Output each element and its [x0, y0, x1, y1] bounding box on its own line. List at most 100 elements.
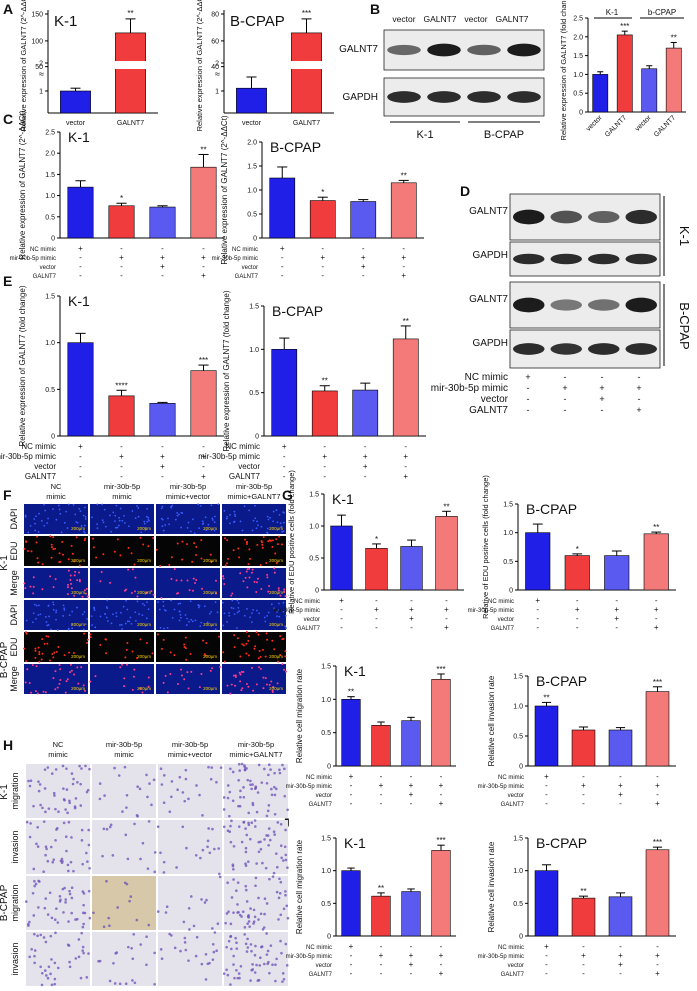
- stained-cell: [284, 853, 288, 857]
- edu-cell: [204, 654, 207, 657]
- scale-bar-label: 200μm: [137, 526, 151, 531]
- micro-col-label: mimic+vector: [168, 750, 213, 759]
- stained-cell: [69, 860, 73, 864]
- edu-image: [222, 632, 286, 662]
- stained-cell: [280, 856, 283, 860]
- edu-cell: [41, 563, 44, 566]
- edu-cell: [260, 540, 263, 543]
- transwell-image: [92, 820, 156, 874]
- merge-cell: [83, 689, 86, 692]
- stained-cell: [256, 791, 260, 794]
- nucleus: [84, 518, 87, 520]
- treatment-sign: +: [599, 394, 604, 404]
- treatment-sign: +: [444, 605, 449, 614]
- stained-cell: [53, 918, 57, 922]
- stained-cell: [40, 983, 44, 987]
- stained-cell: [170, 934, 173, 937]
- treatment-sign: -: [564, 372, 567, 382]
- y-tick-label: 2.0: [247, 140, 257, 147]
- y-tick-label: 0.5: [513, 901, 523, 908]
- treatment-sign: +: [379, 781, 384, 790]
- stained-cell: [222, 808, 226, 811]
- merge-cell: [186, 671, 189, 674]
- edu-cell: [254, 645, 257, 648]
- significance: ***: [199, 356, 208, 365]
- edu-cell: [268, 539, 271, 542]
- nucleus: [282, 511, 285, 514]
- edu-cell: [232, 549, 235, 552]
- y-tick-label: 0: [327, 934, 331, 941]
- bar: [665, 47, 682, 113]
- treatment-sign: +: [409, 960, 414, 969]
- stained-cell: [162, 860, 166, 864]
- edu-cell: [147, 545, 150, 548]
- stained-cell: [31, 891, 35, 895]
- stained-cell: [74, 918, 77, 921]
- stained-cell: [277, 918, 280, 921]
- stained-cell: [250, 821, 254, 824]
- merge-cell: [195, 578, 198, 581]
- merge-cell: [136, 595, 139, 598]
- stained-cell: [226, 784, 230, 787]
- category-label: GALNT7: [604, 114, 628, 138]
- treatment-label: vector: [316, 793, 332, 799]
- merge-cell: [86, 595, 89, 598]
- stained-cell: [173, 946, 177, 950]
- stained-cell: [162, 801, 166, 804]
- bar: [352, 389, 379, 437]
- merge-cell: [267, 590, 270, 593]
- nucleus: [129, 616, 132, 619]
- stained-cell: [127, 945, 130, 949]
- stained-cell: [262, 926, 266, 929]
- stained-cell: [36, 934, 39, 938]
- nucleus: [146, 507, 149, 510]
- panel-letter-E: E: [3, 273, 12, 289]
- nucleus: [101, 519, 104, 522]
- nucleus: [76, 521, 79, 524]
- merge-cell: [84, 592, 87, 595]
- stained-cell: [267, 763, 271, 767]
- stained-cell: [242, 786, 245, 789]
- nucleus: [236, 627, 238, 629]
- nucleus: [236, 599, 239, 602]
- nucleus: [64, 521, 66, 524]
- nucleus: [279, 522, 282, 525]
- treatment-sign: +: [320, 253, 325, 262]
- y-tick-label: 2: [39, 61, 43, 68]
- merge-cell: [233, 674, 236, 677]
- stained-cell: [40, 971, 44, 975]
- nucleus: [171, 504, 174, 507]
- scale-bar-label: 200μm: [269, 686, 283, 691]
- edu-cell: [222, 651, 225, 654]
- edu-cell: [156, 633, 159, 636]
- significance: **: [653, 523, 659, 532]
- nucleus: [161, 525, 164, 528]
- stained-cell: [237, 972, 241, 975]
- nucleus: [112, 613, 114, 616]
- stained-cell: [257, 850, 261, 854]
- merge-cell: [69, 574, 72, 577]
- stained-cell: [189, 895, 193, 898]
- blot-b-galnt7: [383, 29, 545, 71]
- y-tick-label: 0.5: [573, 91, 583, 98]
- nucleus: [234, 513, 236, 516]
- stained-cell: [246, 922, 249, 925]
- stained-cell: [42, 936, 46, 939]
- blot-band: [387, 44, 421, 56]
- merge-cell: [127, 568, 130, 571]
- nucleus: [52, 603, 55, 606]
- micro-row-label: invasion: [10, 830, 20, 863]
- y-tick-label: 150: [31, 12, 43, 19]
- edu-cell: [271, 639, 274, 642]
- micro-col-label: mir-30b-5p: [236, 482, 272, 491]
- treatment-sign: +: [614, 614, 619, 623]
- edu-cell: [259, 655, 262, 658]
- stained-cell: [101, 854, 104, 858]
- merge-cell: [176, 592, 179, 595]
- stained-cell: [249, 783, 252, 787]
- treatment-sign: -: [601, 405, 604, 415]
- stained-cell: [229, 922, 233, 926]
- stained-cell: [249, 943, 253, 946]
- edu-cell: [54, 547, 57, 550]
- nucleus: [201, 523, 204, 526]
